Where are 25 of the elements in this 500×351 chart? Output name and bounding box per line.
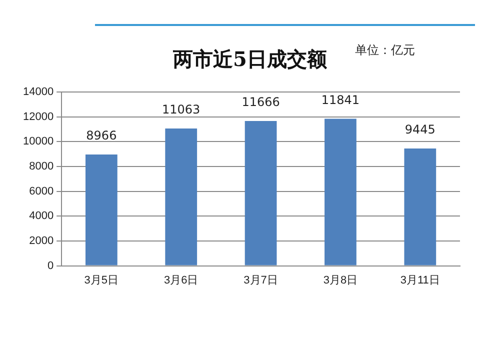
x-tick-label: 3月6日 xyxy=(164,274,198,286)
x-tick-label: 3月7日 xyxy=(244,274,278,286)
data-label: 11666 xyxy=(242,95,280,110)
x-tick-label: 3月5日 xyxy=(84,274,119,286)
y-tick-label: 10000 xyxy=(22,136,54,148)
bar xyxy=(244,120,277,266)
data-label: 9445 xyxy=(404,122,436,137)
x-tick-label: 3月11日 xyxy=(400,274,440,286)
y-tick-label: 8000 xyxy=(29,160,54,173)
x-tick-label: 3月8日 xyxy=(323,274,358,286)
y-tick-label: 6000 xyxy=(29,185,54,198)
y-tick-label: 0 xyxy=(47,260,54,272)
bar xyxy=(404,148,436,266)
y-tick-label: 4000 xyxy=(29,210,54,222)
bar xyxy=(324,118,356,266)
y-tick-label: 2000 xyxy=(29,235,54,248)
data-label: 11841 xyxy=(321,92,360,107)
data-label: 11063 xyxy=(162,102,200,117)
bar xyxy=(165,128,198,266)
bar xyxy=(85,154,118,266)
y-tick-label: 14000 xyxy=(22,86,54,98)
data-label: 8966 xyxy=(86,128,117,143)
chart-title: 两市近5日成交额 xyxy=(173,47,327,71)
text: 单位：亿元 xyxy=(355,42,415,59)
y-tick-label: 12000 xyxy=(22,110,54,123)
